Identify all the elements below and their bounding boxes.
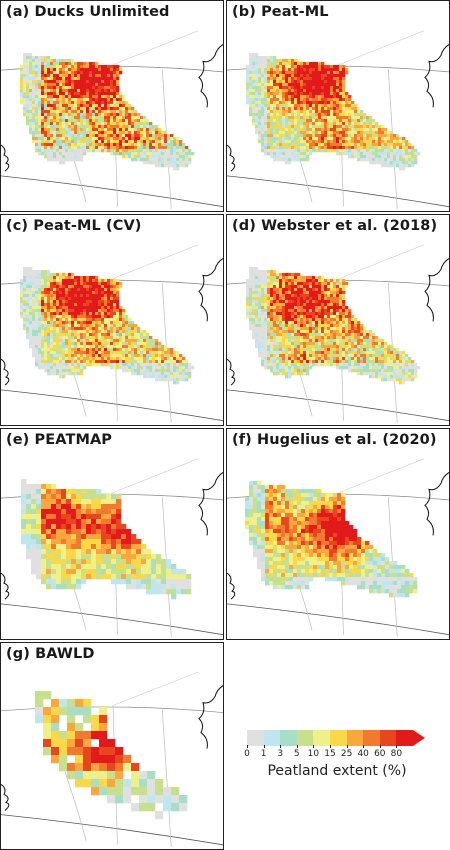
colorbar-tick: [396, 745, 398, 748]
border-line: [227, 389, 449, 422]
colorbar-label: Peatland extent (%): [267, 763, 407, 779]
colorbar-segment: [280, 730, 297, 746]
colorbar: [247, 730, 413, 746]
colorbar-tick: [280, 745, 282, 748]
peatland-raster: [245, 481, 418, 598]
coastline-hudson-bay: [198, 471, 223, 536]
border-line: [1, 175, 223, 208]
colorbar-tick: [346, 745, 348, 748]
peatland-raster: [20, 53, 195, 171]
colorbar-tick-label: 60: [374, 749, 386, 759]
border-line: [227, 603, 449, 636]
colorbar-segment: [313, 730, 330, 746]
border-line: [1, 814, 223, 846]
territory-boundary: [338, 30, 425, 65]
coastline-west: [227, 572, 236, 600]
peatland-raster: [35, 691, 188, 820]
colorbar-tick-label: 15: [324, 749, 336, 759]
peatland-raster: [20, 267, 195, 385]
panel-d: (d) Webster et al. (2018): [226, 214, 450, 426]
coastline-hudson-bay: [424, 471, 449, 536]
colorbar-tick: [330, 745, 331, 748]
colorbar-tick-label: 3: [277, 749, 284, 759]
panel-e: (e) PEATMAP: [0, 428, 224, 640]
colorbar-tick-label: 40: [357, 749, 369, 759]
colorbar-legend: 0 1 3 5 10 15 25 40 60 80 Peatland extent (%): [242, 726, 432, 796]
colorbar-segment: [363, 730, 380, 746]
border-line: [1, 603, 223, 636]
map-c: [1, 244, 223, 423]
colorbar-segment: [247, 730, 264, 746]
colorbar-tick-label: 1: [260, 749, 267, 759]
peatland-raster: [21, 479, 192, 600]
map-f: [227, 458, 449, 637]
coastline-west: [227, 358, 236, 386]
panel-title-a: (a) Ducks Unlimited: [6, 4, 170, 20]
coastline-west: [1, 144, 10, 172]
panel-title-f: (f) Hugelius et al. (2020): [232, 432, 437, 448]
panel-title-b: (b) Peat-ML: [232, 4, 329, 20]
coastline-hudson-bay: [198, 43, 223, 108]
border-line: [227, 175, 449, 208]
panel-title-g: (g) BAWLD: [6, 646, 95, 662]
colorbar-tick-label: 5: [293, 749, 300, 759]
territory-boundary: [338, 458, 425, 493]
territory-boundary: [112, 458, 199, 493]
territory-boundary: [338, 244, 425, 279]
territory-boundary: [112, 30, 199, 65]
panel-g: (g) BAWLD: [0, 642, 224, 850]
map-b: [227, 30, 449, 209]
map-a: [1, 30, 223, 209]
coastline-hudson-bay: [198, 685, 223, 749]
coastline-hudson-bay: [424, 257, 449, 322]
coastline-west: [1, 784, 10, 811]
colorbar-segment: [263, 730, 281, 746]
colorbar-segment: [379, 730, 397, 746]
coastline-hudson-bay: [198, 257, 223, 322]
border-line: [1, 389, 223, 422]
colorbar-tick: [379, 745, 381, 748]
colorbar-tick-label: 80: [390, 749, 403, 759]
panel-title-d: (d) Webster et al. (2018): [232, 218, 438, 234]
map-e: [1, 458, 223, 637]
colorbar-tick-label: 10: [307, 749, 320, 759]
colorbar-ticks: 0 1 3 5 10 15 25 40 60 80: [244, 745, 413, 759]
panel-title-c: (c) Peat-ML (CV): [6, 218, 142, 234]
colorbar-segment: [346, 730, 364, 746]
panel-b: (b) Peat-ML: [226, 0, 450, 212]
coastline-west: [227, 144, 236, 172]
colorbar-tick: [296, 745, 298, 748]
colorbar-extend-arrow: [413, 730, 425, 746]
colorbar-tick-label: 0: [244, 749, 250, 759]
panel-title-e: (e) PEATMAP: [6, 432, 113, 448]
peatland-raster: [246, 267, 421, 385]
territory-boundary: [112, 671, 199, 706]
colorbar-tick: [313, 745, 315, 748]
colorbar-tick: [263, 745, 265, 748]
map-g: [1, 671, 223, 847]
map-d: [227, 244, 449, 423]
colorbar-tick-label: 25: [340, 749, 353, 759]
latitude-line: [1, 706, 223, 713]
panel-a: (a) Ducks Unlimited: [0, 0, 224, 212]
province-boundary: [161, 709, 172, 847]
colorbar-segment: [296, 730, 314, 746]
coastline-west: [1, 572, 10, 600]
colorbar-tick: [247, 745, 248, 748]
coastline-hudson-bay: [424, 43, 449, 108]
coastline-west: [1, 358, 10, 386]
territory-boundary: [112, 244, 199, 279]
peatland-raster: [246, 53, 421, 171]
colorbar-segment: [396, 730, 413, 746]
colorbar-tick: [363, 745, 365, 748]
panel-c: (c) Peat-ML (CV): [0, 214, 224, 426]
colorbar-segment: [329, 730, 347, 746]
panel-f: (f) Hugelius et al. (2020): [226, 428, 450, 640]
